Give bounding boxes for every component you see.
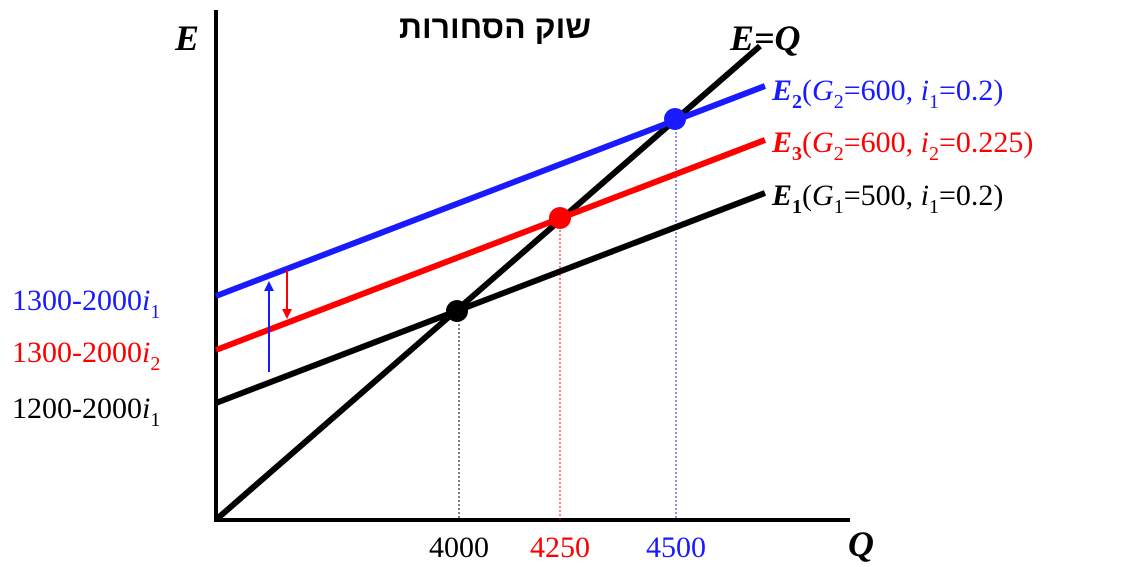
equilibrium-point-e2 xyxy=(664,108,686,130)
x-axis-label: Q xyxy=(848,524,874,564)
x-tick-4250: 4250 xyxy=(530,531,590,564)
x-tick-4500: 4500 xyxy=(646,531,706,564)
diagram-title: שוק הסחורות xyxy=(399,9,591,45)
e3-curve-label: E3(G2=600, i2=0.225) xyxy=(771,126,1033,165)
e1-line xyxy=(214,190,767,406)
e3-intercept-label: 1300-2000i2 xyxy=(12,336,160,375)
equilibrium-point-e3 xyxy=(549,207,571,229)
equilibrium-point-e1 xyxy=(446,300,468,322)
e-equals-q-label: E=Q xyxy=(729,18,801,58)
e1-intercept-label: 1200-2000i1 xyxy=(12,392,160,431)
y-axis-label: E xyxy=(174,18,199,58)
e3-line xyxy=(214,137,767,353)
e2-curve-label: E2(G2=600, i1=0.2) xyxy=(771,74,1003,113)
e2-intercept-label: 1300-2000i1 xyxy=(12,284,160,323)
e1-curve-label: E1(G1=500, i1=0.2) xyxy=(771,179,1003,218)
x-tick-4000: 4000 xyxy=(429,531,489,564)
